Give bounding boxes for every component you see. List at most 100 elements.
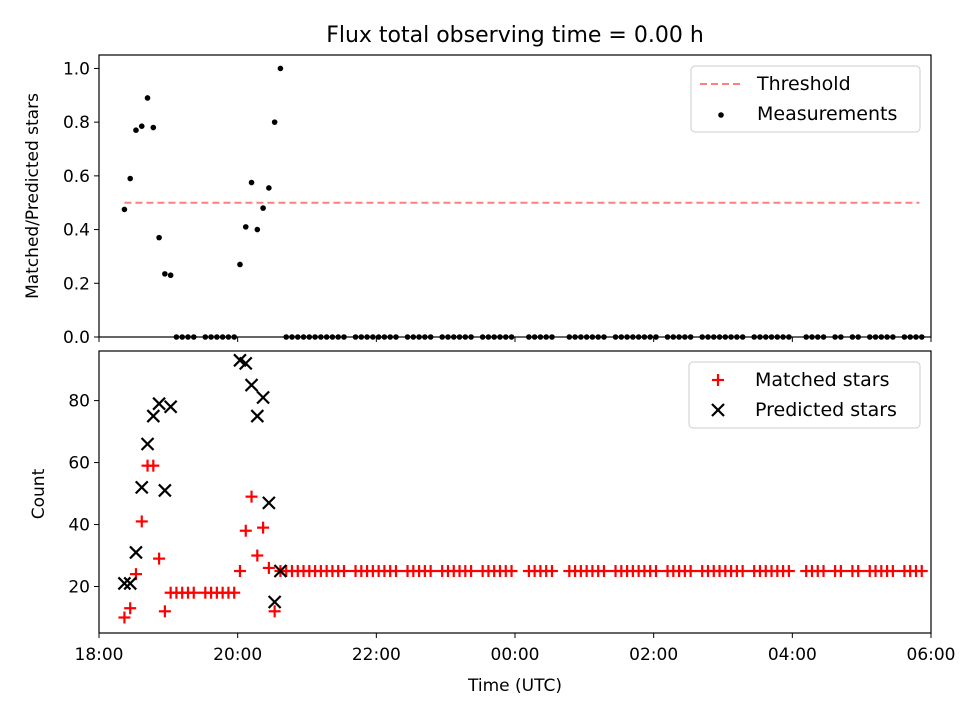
- measurement-point: [190, 334, 197, 340]
- x-axis-label: Time (UTC): [467, 676, 562, 696]
- measurement-point: [497, 334, 503, 340]
- measurement-point: [381, 334, 388, 340]
- top-plot-area: 0.0 0.2 0.4 0.6 0.8 1.0: [63, 54, 932, 348]
- bottom-panel: 20 40 60 80 18:00 20:00 22:00 00:00 02:00 04:00 06…: [29, 350, 956, 696]
- predicted-star-marker: [244, 378, 259, 392]
- top-y-axis-label: Matched/Predicted stars: [23, 93, 43, 299]
- matched-star-marker: [245, 490, 258, 503]
- matched-star-marker: [233, 565, 246, 578]
- predicted-star-marker: [256, 390, 270, 405]
- measurement-point: [751, 334, 757, 340]
- measurement-point: [526, 334, 532, 340]
- x-tick-label: 02:00: [629, 645, 678, 665]
- matched-star-marker: [817, 565, 830, 578]
- matched-star-marker: [262, 561, 275, 574]
- measurement-point: [162, 271, 168, 277]
- measurement-point: [242, 224, 249, 230]
- legend-matched-swatch: [712, 374, 724, 386]
- matched-star-marker: [886, 565, 899, 578]
- matched-star-marker: [153, 552, 166, 565]
- measurement-point: [439, 334, 446, 340]
- legend-predicted-label: Predicted stars: [755, 399, 897, 421]
- matched-star-marker: [118, 611, 131, 624]
- measurement-point: [918, 334, 925, 340]
- measurement-point: [682, 334, 688, 340]
- measurement-point: [254, 226, 261, 233]
- matched-star-marker: [389, 565, 402, 578]
- measurement-point: [370, 334, 376, 340]
- measurement-point: [248, 179, 255, 186]
- x-tick-label: 22:00: [352, 645, 401, 665]
- measurement-point: [410, 334, 417, 340]
- measurement-point: [537, 334, 544, 340]
- matched-star-marker: [782, 565, 795, 578]
- legend-predicted-swatch: [711, 403, 725, 417]
- chart-title: Flux total observing time = 0.00 h: [326, 23, 704, 48]
- matched-star-marker: [228, 586, 241, 599]
- measurement-point: [543, 334, 549, 340]
- measurement-point: [375, 334, 382, 340]
- top-legend-box: [690, 65, 921, 133]
- legend-threshold-label: Threshold: [756, 73, 851, 95]
- matched-star-marker: [684, 565, 697, 578]
- measurement-point: [728, 334, 734, 340]
- measurement-point: [630, 334, 636, 340]
- measurement-point: [595, 334, 601, 340]
- measurement-point: [618, 334, 625, 340]
- matched-star-marker: [187, 586, 200, 599]
- x-tick-label: 20:00: [213, 645, 262, 665]
- matched-star-marker: [834, 565, 847, 578]
- legend-measurements-label: Measurements: [757, 103, 897, 125]
- matched-star-marker: [147, 459, 160, 472]
- top-y-tick-label: 0.4: [63, 221, 90, 241]
- matched-star-marker: [465, 565, 478, 578]
- predicted-star-marker: [117, 576, 132, 591]
- measurement-point: [508, 334, 515, 340]
- measurement-point: [832, 334, 838, 340]
- legend-measurements-swatch: [718, 112, 724, 118]
- measurement-point: [323, 334, 330, 340]
- measurement-point: [814, 334, 821, 340]
- measurement-point: [387, 334, 394, 340]
- measurement-point: [612, 334, 619, 340]
- bottom-y-tick-label: 40: [68, 516, 90, 536]
- measurement-point: [849, 334, 856, 340]
- top-y-tick-label: 0.2: [63, 274, 90, 294]
- measurement-point: [838, 334, 844, 340]
- matched-star-marker: [158, 605, 171, 618]
- measurement-point: [653, 334, 659, 340]
- bottom-y-tick-label: 80: [68, 392, 90, 412]
- measurement-point: [416, 334, 422, 340]
- measurement-point: [468, 334, 474, 340]
- matched-star-marker: [852, 565, 865, 578]
- predicted-star-marker: [140, 437, 155, 451]
- measurement-point: [624, 334, 630, 340]
- predicted-star-marker: [152, 396, 166, 411]
- measurement-point: [341, 334, 347, 340]
- measurement-point: [734, 334, 740, 340]
- predicted-star-marker: [267, 595, 282, 609]
- measurement-point: [335, 334, 342, 340]
- measurement-point: [422, 334, 428, 340]
- matched-star-marker: [597, 565, 610, 578]
- measurement-point: [329, 334, 336, 340]
- measurement-point: [768, 334, 775, 340]
- bottom-y-axis-label: Count: [29, 468, 49, 519]
- matched-star-marker: [257, 521, 270, 534]
- measurement-point: [589, 334, 596, 340]
- measurement-point: [884, 334, 890, 340]
- measurement-point: [133, 127, 139, 133]
- measurement-point: [878, 334, 885, 340]
- x-tick-label: 18:00: [75, 645, 124, 665]
- measurement-point: [901, 334, 908, 340]
- measurement-point: [502, 334, 509, 340]
- measurement-point: [283, 334, 290, 340]
- top-y-tick-label: 0.0: [63, 328, 90, 348]
- measurement-point: [485, 334, 492, 340]
- measurement-point: [358, 334, 365, 340]
- measurement-point: [185, 334, 191, 340]
- measurement-point: [670, 334, 677, 340]
- measurement-point: [404, 334, 411, 340]
- matched-star-marker: [915, 565, 928, 578]
- matched-star-marker: [337, 565, 350, 578]
